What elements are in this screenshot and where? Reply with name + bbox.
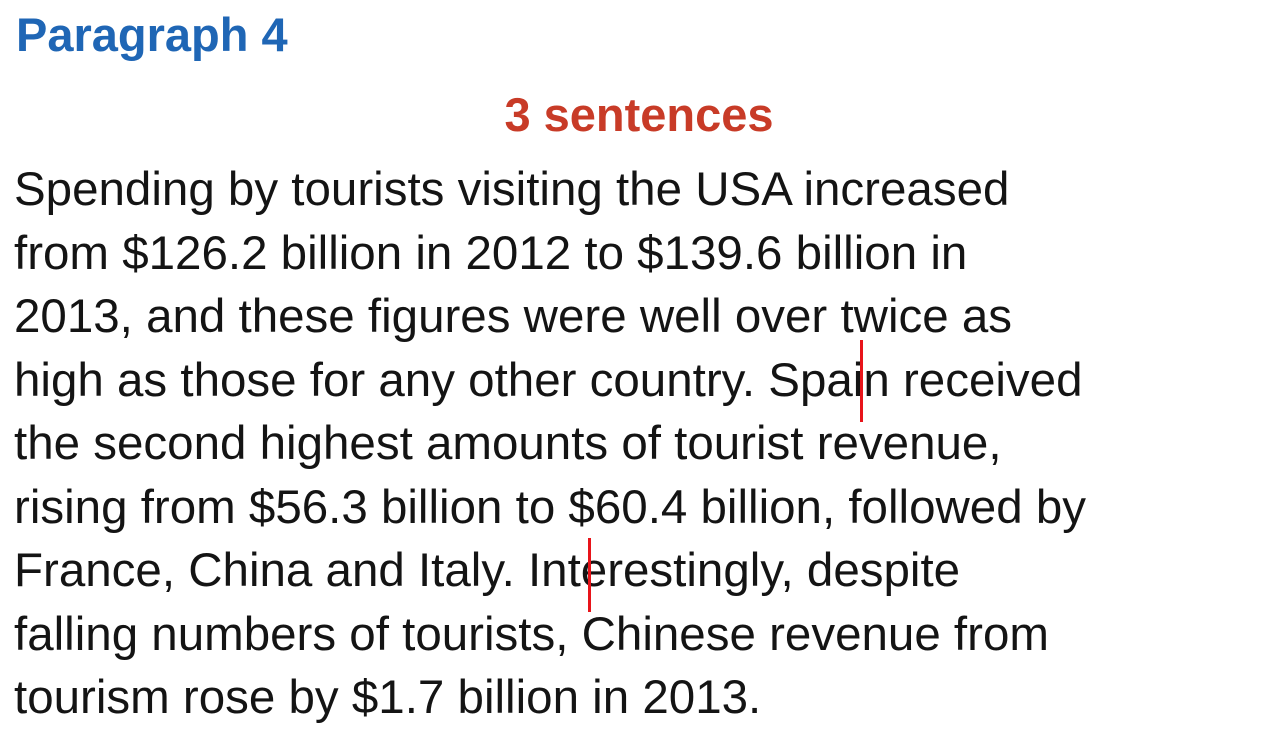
sentence-break-marker <box>860 340 863 422</box>
paragraph-text: Spending by tourists visiting the USA in… <box>14 158 1276 730</box>
paragraph-line: rising from $56.3 billion to $60.4 billi… <box>14 480 1086 534</box>
paragraph-line: Spending by tourists visiting the USA in… <box>14 163 1010 216</box>
paragraph-line: 2013, and these figures were well over t… <box>14 290 1013 343</box>
paragraph-line: the second highest amounts of tourist re… <box>14 417 1002 470</box>
paragraph-line: from $126.2 billion in 2012 to $139.6 bi… <box>14 226 968 280</box>
paragraph-line: France, China and Italy. Interestingly, … <box>14 544 961 597</box>
sentence-count-label: 3 sentences <box>504 88 774 141</box>
sentence-break-marker <box>588 538 591 612</box>
paragraph-line: high as those for any other country. Spa… <box>14 353 1083 407</box>
paragraph-line: falling numbers of tourists, Chinese rev… <box>14 607 1049 661</box>
paragraph-line: tourism rose by $1.7 billion in 2013. <box>14 671 762 724</box>
page-title: Paragraph 4 <box>16 8 288 61</box>
